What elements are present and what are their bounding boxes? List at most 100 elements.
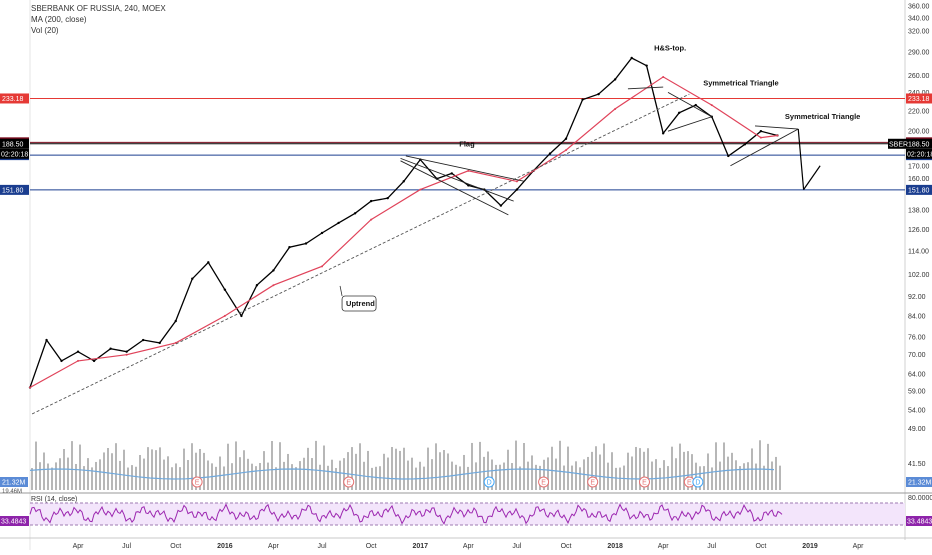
price-point[interactable] xyxy=(581,98,584,101)
x-tick-label-6: Oct xyxy=(366,543,377,550)
ma-point xyxy=(759,136,762,139)
price-point[interactable] xyxy=(207,261,210,264)
flag-top-line[interactable] xyxy=(405,155,525,182)
y-tick-label-17: 76.00 xyxy=(908,335,926,342)
price-point[interactable] xyxy=(76,350,80,353)
earnings-marker[interactable] xyxy=(343,476,355,488)
price-point[interactable] xyxy=(158,341,161,345)
price-point[interactable] xyxy=(223,288,227,291)
rsi-line[interactable] xyxy=(29,503,783,525)
uptrend-line[interactable] xyxy=(31,93,690,415)
x-tick-label-7: 2017 xyxy=(412,543,428,550)
ma-point xyxy=(565,149,568,152)
price-point[interactable] xyxy=(369,199,373,203)
price-point[interactable] xyxy=(467,184,470,187)
price-point[interactable] xyxy=(515,188,519,191)
earnings-marker[interactable] xyxy=(191,476,203,488)
y-tick-label-18: 70.00 xyxy=(908,352,926,359)
price-point[interactable] xyxy=(272,269,275,272)
earnings-marker[interactable] xyxy=(538,476,550,488)
y-tick-label-7: 200.00 xyxy=(908,129,930,136)
price-point[interactable] xyxy=(694,103,697,107)
annotation-2[interactable]: Symmetrical Triangle xyxy=(785,112,860,121)
hs-neckline[interactable] xyxy=(627,86,664,90)
projection-up[interactable] xyxy=(803,165,821,190)
x-tick-label-5: Jul xyxy=(318,543,327,550)
price-point[interactable] xyxy=(759,129,763,133)
annotation-3[interactable]: Flag xyxy=(459,140,475,149)
x-tick-label-14: Oct xyxy=(755,543,766,550)
price-point[interactable] xyxy=(337,221,340,225)
triangle2-upper[interactable] xyxy=(754,125,799,130)
triangle2-lower[interactable] xyxy=(730,128,799,167)
earnings-marker[interactable] xyxy=(638,476,650,488)
price-point[interactable] xyxy=(727,154,730,158)
price-point[interactable] xyxy=(597,92,600,96)
y-tick-label-16: 84.00 xyxy=(908,313,926,320)
price-point[interactable] xyxy=(499,204,503,207)
price-point[interactable] xyxy=(386,196,389,200)
price-point[interactable] xyxy=(304,242,308,245)
price-point[interactable] xyxy=(125,350,128,353)
ma-legend[interactable]: MA (200, close) xyxy=(31,15,87,24)
symbol-tag-label: SBER xyxy=(889,141,908,148)
rsi-tag-left-label: 33.4843 xyxy=(1,519,26,526)
price-series-line[interactable] xyxy=(29,57,778,388)
symbol-title[interactable]: SBERBANK OF RUSSIA, 240, MOEX xyxy=(31,4,166,13)
volume-ma-line xyxy=(29,468,775,480)
triangle1-lower[interactable] xyxy=(667,116,712,132)
flag-upper-line[interactable] xyxy=(400,157,514,202)
price-point[interactable] xyxy=(255,284,259,287)
rsi-legend[interactable]: RSI (14, close) xyxy=(31,496,77,503)
y-tick-label-6: 220.00 xyxy=(908,108,930,115)
price-point[interactable] xyxy=(564,137,568,140)
price-point[interactable] xyxy=(677,111,681,115)
price-point[interactable] xyxy=(450,172,453,175)
price-point[interactable] xyxy=(141,338,145,342)
price-point[interactable] xyxy=(353,212,357,215)
x-tick-label-8: Apr xyxy=(463,543,475,550)
price-point[interactable] xyxy=(402,180,405,183)
dividend-marker[interactable] xyxy=(483,476,495,488)
annotation-4[interactable]: Uptrend xyxy=(346,299,375,308)
price-point[interactable] xyxy=(174,319,177,323)
price-point[interactable] xyxy=(630,56,633,60)
price-point[interactable] xyxy=(548,152,552,155)
vol-legend[interactable]: Vol (20) xyxy=(31,26,59,35)
price-point[interactable] xyxy=(92,359,96,363)
triangle1-upper[interactable] xyxy=(667,91,712,118)
price-point[interactable] xyxy=(613,78,617,81)
projection-down[interactable] xyxy=(797,128,805,190)
price-point[interactable] xyxy=(109,347,112,350)
price-point[interactable] xyxy=(743,143,747,146)
uptrend-callout-box[interactable] xyxy=(341,295,377,312)
volume-tick-0: 49.00 xyxy=(908,426,926,433)
price-point[interactable] xyxy=(45,338,48,342)
price-point[interactable] xyxy=(191,277,194,280)
price-point[interactable] xyxy=(288,245,291,249)
x-tick-label-11: 2018 xyxy=(607,543,623,550)
annotation-1[interactable]: Symmetrical Triangle xyxy=(703,78,778,87)
volume-tag-left xyxy=(0,477,28,487)
rsi-tag-right xyxy=(906,516,932,526)
y-tick-label-19: 64.00 xyxy=(908,371,926,378)
level-tag-left-4 xyxy=(0,184,29,195)
dividend-marker[interactable] xyxy=(692,476,704,488)
price-point[interactable] xyxy=(661,132,665,135)
y-tick-label-4: 260.00 xyxy=(908,73,930,80)
level-tag-left-0 xyxy=(0,93,29,104)
y-tick-label-0: 360.00 xyxy=(908,4,930,11)
flag-lower-line[interactable] xyxy=(400,160,509,216)
price-point[interactable] xyxy=(240,314,243,318)
price-point[interactable] xyxy=(320,231,324,235)
volume-tag-secondary: 19.46M xyxy=(2,489,22,495)
timer-label-right: 02:20:18 xyxy=(907,151,932,158)
y-tick-label-10: 160.00 xyxy=(908,176,930,183)
price-point[interactable] xyxy=(645,64,648,67)
earnings-marker[interactable] xyxy=(587,476,599,488)
price-point[interactable] xyxy=(60,359,63,363)
annotation-0[interactable]: H&S-top. xyxy=(654,44,686,53)
x-tick-label-4: Apr xyxy=(268,543,280,550)
